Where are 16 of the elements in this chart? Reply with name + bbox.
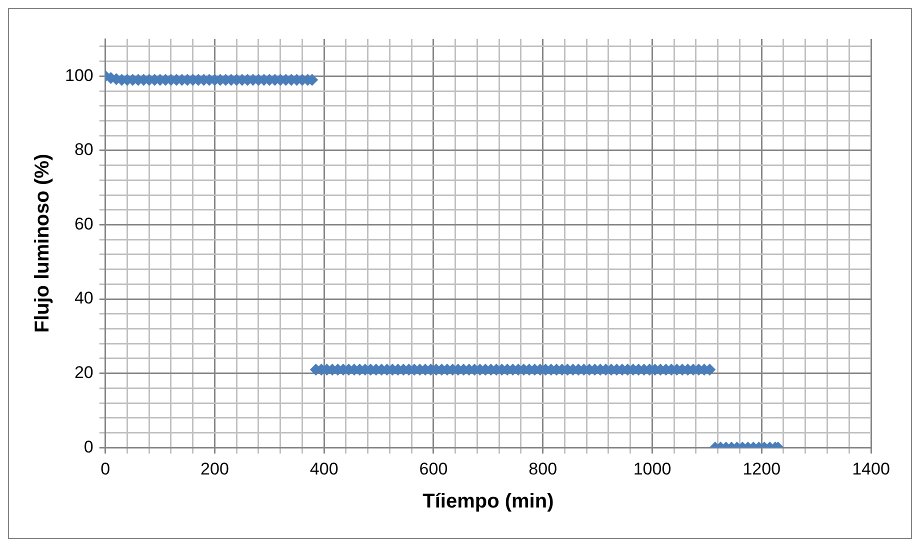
y-tick-label: 80 bbox=[74, 140, 94, 160]
x-tick-label: 1000 bbox=[633, 459, 672, 478]
x-tick-label: 1400 bbox=[852, 459, 890, 478]
x-tick-label: 400 bbox=[310, 459, 338, 478]
x-tick-label: 0 bbox=[100, 459, 110, 478]
y-axis-title: Flujo luminoso (%) bbox=[32, 154, 54, 333]
y-tick-label: 60 bbox=[74, 214, 94, 234]
x-tick-label: 1200 bbox=[742, 459, 781, 478]
x-tick-label: 200 bbox=[200, 459, 229, 478]
y-tick-label: 100 bbox=[64, 66, 94, 85]
x-tick-label: 800 bbox=[528, 459, 558, 478]
y-tick-label: 20 bbox=[74, 362, 94, 382]
y-tick-label: 40 bbox=[74, 288, 94, 308]
x-axis-title: Tíiempo (min) bbox=[422, 490, 554, 513]
x-tick-label: 600 bbox=[419, 459, 448, 478]
y-tick-label: 0 bbox=[84, 437, 94, 456]
